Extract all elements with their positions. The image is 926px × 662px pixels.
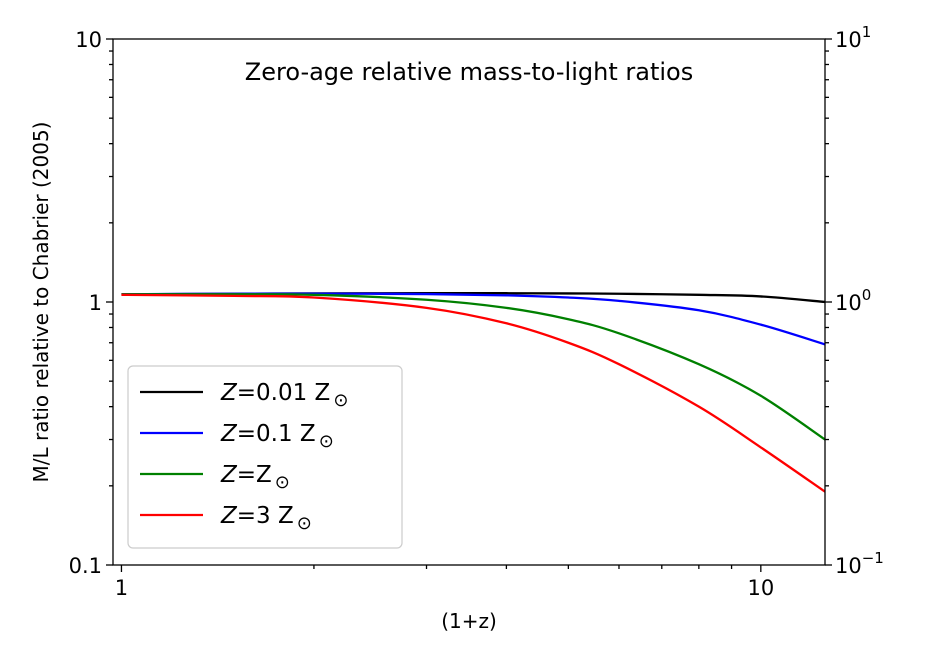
y2-tick-label: 10−1 — [835, 549, 884, 578]
x-axis-label: (1+z) — [441, 609, 497, 633]
x-tick-label: 1 — [115, 576, 128, 600]
y2-tick-label: 101 — [835, 23, 871, 52]
axis-ticks: 1 10 0.1 1 10 10−1 100 101 — [69, 23, 884, 600]
series-line-2 — [121, 293, 826, 441]
legend-label-0: Z=0.01 Z ⊙ — [220, 380, 348, 411]
chart-title: Zero-age relative mass-to-light ratios — [245, 58, 693, 86]
y-tick-label: 0.1 — [69, 554, 102, 578]
y-tick-label: 10 — [75, 28, 102, 52]
plot-area — [121, 292, 826, 493]
legend-label-1: Z=0.1 Z ⊙ — [220, 421, 334, 452]
legend-label-3: Z=3 Z ⊙ — [220, 503, 312, 534]
legend: Z=0.01 Z ⊙ Z=0.1 Z ⊙ Z=Z ⊙ Z=3 Z ⊙ — [127, 365, 403, 549]
series-line-3 — [121, 293, 826, 493]
legend-label-2: Z=Z ⊙ — [220, 462, 290, 493]
series-line-1 — [121, 292, 826, 346]
y-axis-label: M/L ratio relative to Chabrier (2005) — [29, 122, 53, 483]
legend-box — [127, 365, 403, 549]
y-tick-label: 1 — [89, 291, 102, 315]
y2-tick-label: 100 — [835, 286, 871, 315]
x-tick-label: 10 — [747, 576, 774, 600]
